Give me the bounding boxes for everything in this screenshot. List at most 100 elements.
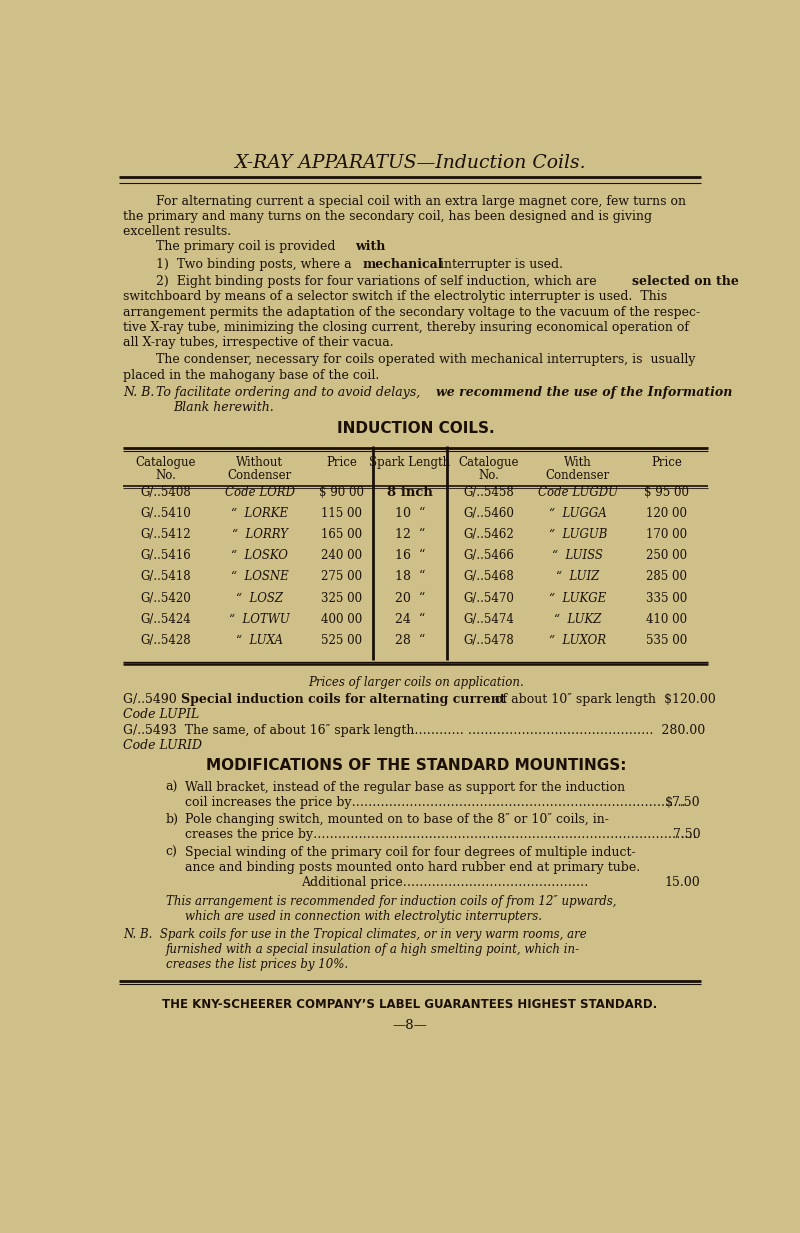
Text: G/..5458: G/..5458	[463, 486, 514, 498]
Text: No.: No.	[155, 469, 176, 482]
Text: N. B.  Spark coils for use in the Tropical climates, or in very warm rooms, are: N. B. Spark coils for use in the Tropica…	[123, 928, 587, 941]
Text: coil increases the price by………………………………………………………………………: coil increases the price by……………………………………	[186, 795, 686, 809]
Text: “  LUGGA: “ LUGGA	[549, 507, 606, 520]
Text: arrangement permits the adaptation of the secondary voltage to the vacuum of the: arrangement permits the adaptation of th…	[123, 306, 700, 318]
Text: ance and binding posts mounted onto hard rubber end at primary tube.: ance and binding posts mounted onto hard…	[186, 861, 640, 874]
Text: THE KNY-SCHEERER COMPANY’S LABEL GUARANTEES HIGHEST STANDARD.: THE KNY-SCHEERER COMPANY’S LABEL GUARANT…	[162, 997, 658, 1011]
Text: “  LOSNE: “ LOSNE	[230, 571, 289, 583]
Text: N. B.: N. B.	[123, 386, 162, 399]
Text: of about 10″ spark length  $120.00: of about 10″ spark length $120.00	[491, 693, 716, 707]
Text: Condenser: Condenser	[546, 469, 610, 482]
Text: Catalogue: Catalogue	[458, 456, 519, 469]
Text: For alternating current a special coil with an extra large magnet core, few turn: For alternating current a special coil w…	[156, 195, 686, 208]
Text: 410 00: 410 00	[646, 613, 687, 625]
Text: G/..5468: G/..5468	[463, 571, 514, 583]
Text: 10  “: 10 “	[395, 507, 425, 520]
Text: 2)  Eight binding posts for four variations of self induction, which are: 2) Eight binding posts for four variatio…	[156, 275, 601, 289]
Text: G/..5490: G/..5490	[123, 693, 185, 707]
Text: 15.00: 15.00	[665, 877, 701, 889]
Text: “  LUXOR: “ LUXOR	[550, 634, 606, 647]
Text: G/..5460: G/..5460	[463, 507, 514, 520]
Text: 275 00: 275 00	[322, 571, 362, 583]
Text: creases the list prices by 10%.: creases the list prices by 10%.	[166, 958, 348, 972]
Text: “  LORRY: “ LORRY	[232, 528, 288, 541]
Text: 7.50: 7.50	[673, 829, 701, 841]
Text: Special winding of the primary coil for four degrees of multiple induct-: Special winding of the primary coil for …	[186, 846, 636, 859]
Text: With: With	[564, 456, 592, 469]
Text: 240 00: 240 00	[322, 549, 362, 562]
Text: G/..5418: G/..5418	[141, 571, 191, 583]
Text: 28  “: 28 “	[395, 634, 425, 647]
Text: Without: Without	[236, 456, 283, 469]
Text: G/..5424: G/..5424	[141, 613, 191, 625]
Text: Code LUPIL: Code LUPIL	[123, 708, 199, 721]
Text: Prices of larger coils on application.: Prices of larger coils on application.	[308, 676, 524, 689]
Text: Blank herewith.: Blank herewith.	[174, 401, 274, 414]
Text: Wall bracket, instead of the regular base as support for the induction: Wall bracket, instead of the regular bas…	[186, 780, 626, 794]
Text: “  LUIZ: “ LUIZ	[556, 571, 599, 583]
Text: No.: No.	[478, 469, 499, 482]
Text: G/..5493  The same, of about 16″ spark length………… ………………………………………  280.00: G/..5493 The same, of about 16″ spark le…	[123, 724, 706, 737]
Text: G/..5420: G/..5420	[141, 592, 191, 604]
Text: Code LORD: Code LORD	[225, 486, 294, 498]
Text: MODIFICATIONS OF THE STANDARD MOUNTINGS:: MODIFICATIONS OF THE STANDARD MOUNTINGS:	[206, 757, 626, 773]
Text: 12  “: 12 “	[395, 528, 425, 541]
Text: 170 00: 170 00	[646, 528, 687, 541]
Text: G/..5478: G/..5478	[463, 634, 514, 647]
Text: 24  “: 24 “	[395, 613, 425, 625]
Text: “  LOTWU: “ LOTWU	[230, 613, 290, 625]
Text: $7.50: $7.50	[665, 795, 701, 809]
Text: 535 00: 535 00	[646, 634, 687, 647]
Text: Special induction coils for alternating current: Special induction coils for alternating …	[182, 693, 506, 707]
Text: 285 00: 285 00	[646, 571, 687, 583]
Text: selected on the: selected on the	[633, 275, 739, 289]
Text: 325 00: 325 00	[322, 592, 362, 604]
Text: “  LUISS: “ LUISS	[552, 549, 603, 562]
Text: all X-ray tubes, irrespective of their vacua.: all X-ray tubes, irrespective of their v…	[123, 337, 394, 349]
Text: The condenser, necessary for coils operated with mechanical interrupters, is  us: The condenser, necessary for coils opera…	[156, 354, 695, 366]
Text: INDUCTION COILS.: INDUCTION COILS.	[338, 420, 495, 436]
Text: Price: Price	[651, 456, 682, 469]
Text: 16  “: 16 “	[395, 549, 425, 562]
Text: G/..5408: G/..5408	[141, 486, 191, 498]
Text: Pole changing switch, mounted on to base of the 8″ or 10″ coils, in-: Pole changing switch, mounted on to base…	[186, 814, 609, 826]
Text: placed in the mahogany base of the coil.: placed in the mahogany base of the coil.	[123, 369, 379, 382]
Text: tive X-ray tube, minimizing the closing current, thereby insuring economical ope: tive X-ray tube, minimizing the closing …	[123, 321, 690, 334]
Text: 335 00: 335 00	[646, 592, 687, 604]
Text: “  LUKGE: “ LUKGE	[549, 592, 606, 604]
Text: “  LOSKO: “ LOSKO	[231, 549, 288, 562]
Text: G/..5462: G/..5462	[463, 528, 514, 541]
Text: $ 95 00: $ 95 00	[645, 486, 690, 498]
Text: Additional price………………………………………: Additional price………………………………………	[302, 877, 589, 889]
Text: 8 inch: 8 inch	[387, 486, 433, 498]
Text: X-RAY APPARATUS—Induction Coils.: X-RAY APPARATUS—Induction Coils.	[234, 154, 586, 173]
Text: 400 00: 400 00	[321, 613, 362, 625]
Text: G/..5470: G/..5470	[463, 592, 514, 604]
Text: —8—: —8—	[393, 1020, 427, 1032]
Text: which are used in connection with electrolytic interrupters.: which are used in connection with electr…	[186, 910, 542, 924]
Text: the primary and many turns on the secondary coil, has been designed and is givin: the primary and many turns on the second…	[123, 210, 652, 223]
Text: “  LORKE: “ LORKE	[231, 507, 288, 520]
Text: “  LUGUB: “ LUGUB	[549, 528, 607, 541]
Text: with: with	[355, 240, 386, 254]
Text: G/..5412: G/..5412	[141, 528, 191, 541]
Text: we recommend the use of the Information: we recommend the use of the Information	[436, 386, 733, 399]
Text: 525 00: 525 00	[322, 634, 362, 647]
Text: Catalogue: Catalogue	[136, 456, 196, 469]
Text: Code LURID: Code LURID	[123, 740, 202, 752]
Text: “  LOSZ: “ LOSZ	[236, 592, 283, 604]
Text: 120 00: 120 00	[646, 507, 687, 520]
Text: Condenser: Condenser	[227, 469, 292, 482]
Text: switchboard by means of a selector switch if the electrolytic interrupter is use: switchboard by means of a selector switc…	[123, 291, 667, 303]
Text: excellent results.: excellent results.	[123, 226, 231, 238]
Text: The primary coil is provided: The primary coil is provided	[156, 240, 339, 254]
Text: G/..5416: G/..5416	[141, 549, 191, 562]
Text: 1)  Two binding posts, where a: 1) Two binding posts, where a	[156, 258, 355, 271]
Text: furnished with a special insulation of a high smelting point, which in-: furnished with a special insulation of a…	[166, 943, 580, 956]
Text: Price: Price	[326, 456, 358, 469]
Text: “  LUKZ: “ LUKZ	[554, 613, 602, 625]
Text: a): a)	[166, 780, 178, 794]
Text: creases the price by…………………………………………………………………………………: creases the price by………………………………………………………	[186, 829, 697, 841]
Text: Spark Length: Spark Length	[370, 456, 450, 469]
Text: Code LUGDU: Code LUGDU	[538, 486, 618, 498]
